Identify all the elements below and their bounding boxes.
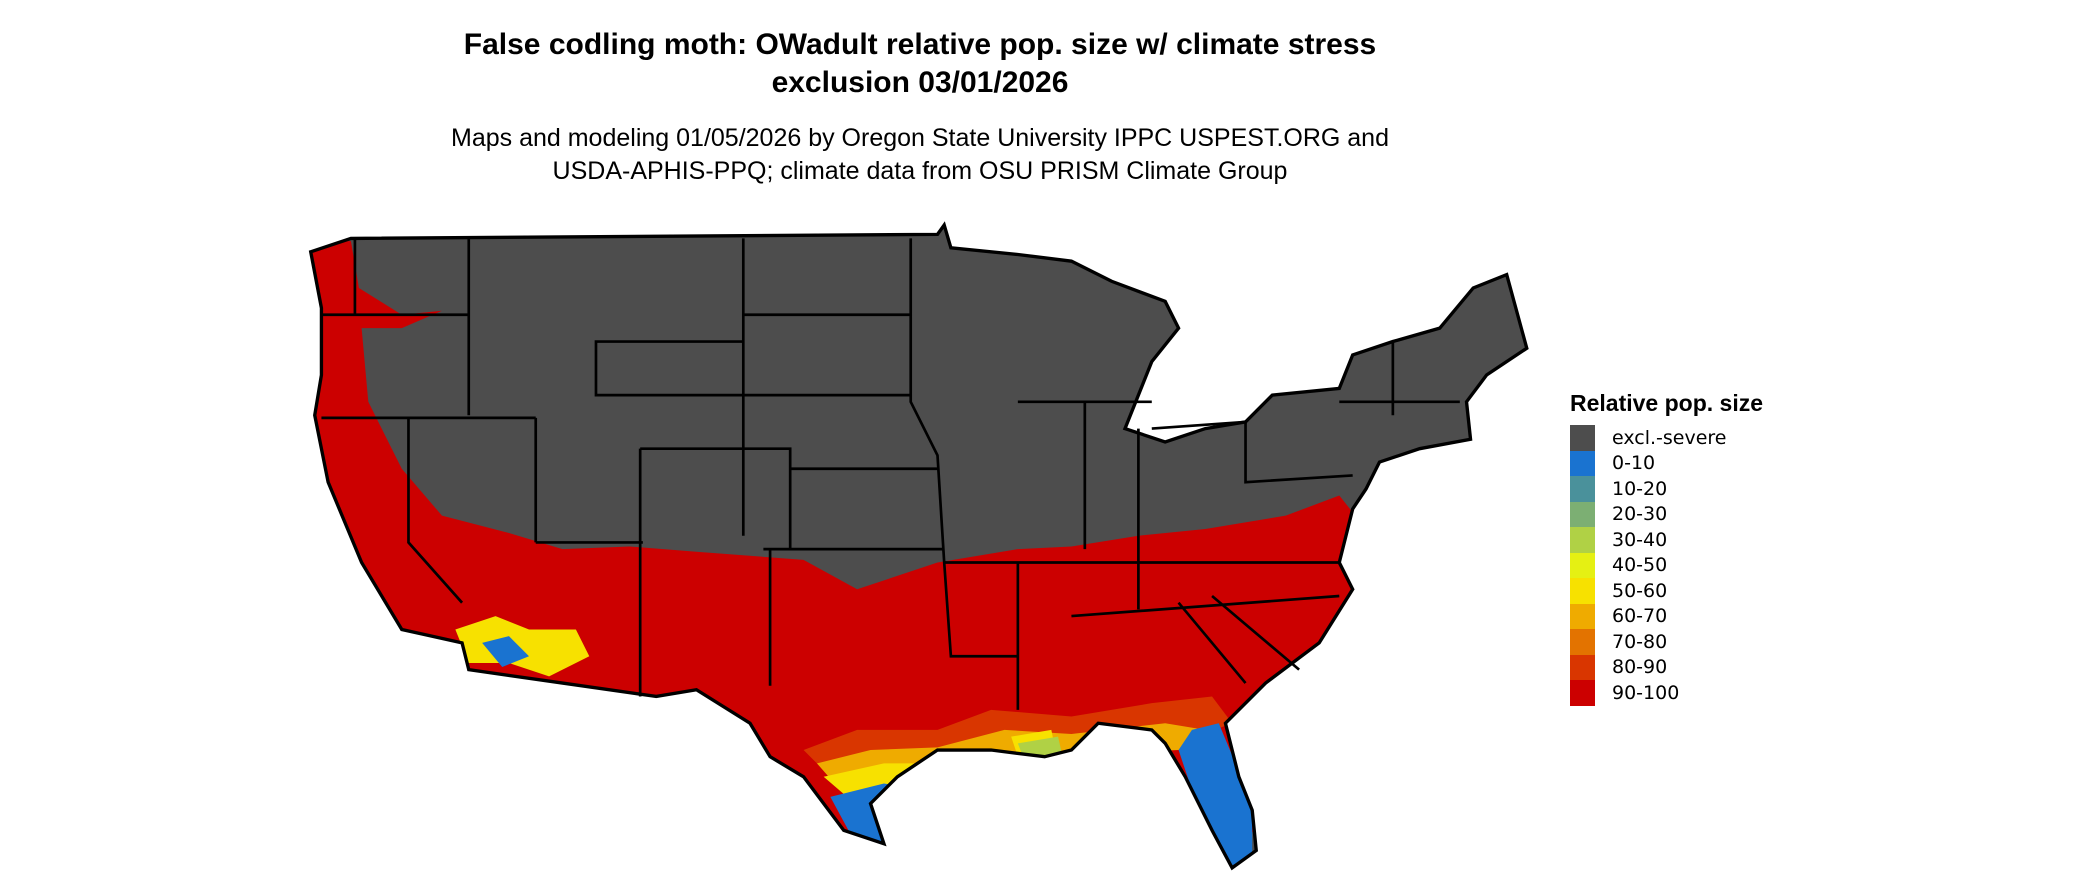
legend-swatch — [1570, 450, 1595, 476]
legend-label: 80-90 — [1612, 656, 1668, 679]
legend-label: 10-20 — [1612, 477, 1668, 500]
legend-swatch — [1570, 603, 1595, 629]
legend-label: 50-60 — [1612, 579, 1668, 602]
legend-item: excl.-severe — [1570, 425, 1763, 451]
legend-item: 20-30 — [1570, 501, 1763, 527]
legend-swatch — [1570, 425, 1595, 451]
legend-item: 40-50 — [1570, 552, 1763, 578]
legend-item: 0-10 — [1570, 450, 1763, 476]
legend-item: 60-70 — [1570, 603, 1763, 629]
legend-item: 10-20 — [1570, 476, 1763, 502]
subtitle-line-1: Maps and modeling 01/05/2026 by Oregon S… — [451, 124, 1389, 152]
legend-label: 40-50 — [1612, 554, 1668, 577]
legend-item: 50-60 — [1570, 578, 1763, 604]
legend-item: 90-100 — [1570, 680, 1763, 706]
legend-swatch — [1570, 629, 1595, 655]
region-mixed-socal — [455, 616, 590, 677]
legend-title: Relative pop. size — [1570, 390, 1764, 416]
legend-label: 90-100 — [1612, 681, 1680, 704]
legend-swatch — [1570, 476, 1595, 502]
legend-label: excl.-severe — [1612, 426, 1727, 449]
legend-label: 0-10 — [1612, 452, 1656, 475]
subtitle-line-2: USDA-APHIS-PPQ; climate data from OSU PR… — [552, 157, 1288, 185]
legend-swatch — [1570, 552, 1595, 578]
legend-swatch — [1570, 654, 1595, 680]
legend: Relative pop. size excl.-severe 0-10 10-20… — [1570, 390, 1763, 706]
legend-swatch — [1570, 527, 1595, 553]
legend-item: 80-90 — [1570, 654, 1763, 680]
legend-swatch — [1570, 501, 1595, 527]
legend-item: 30-40 — [1570, 527, 1763, 553]
legend-swatch — [1570, 680, 1595, 706]
legend-label: 60-70 — [1612, 605, 1668, 628]
map-title-line-2: exclusion 03/01/2026 — [771, 66, 1069, 99]
state-borders — [321, 238, 1460, 710]
region-0-10-florida — [1178, 723, 1253, 868]
legend-item: 70-80 — [1570, 629, 1763, 655]
region-0-10-socal — [482, 636, 530, 667]
legend-swatch — [1570, 578, 1595, 604]
legend-label: 70-80 — [1612, 630, 1668, 653]
legend-label: 20-30 — [1612, 503, 1668, 526]
legend-label: 30-40 — [1612, 528, 1668, 551]
map-title-line-1: False codling moth: OWadult relative pop… — [463, 28, 1377, 61]
